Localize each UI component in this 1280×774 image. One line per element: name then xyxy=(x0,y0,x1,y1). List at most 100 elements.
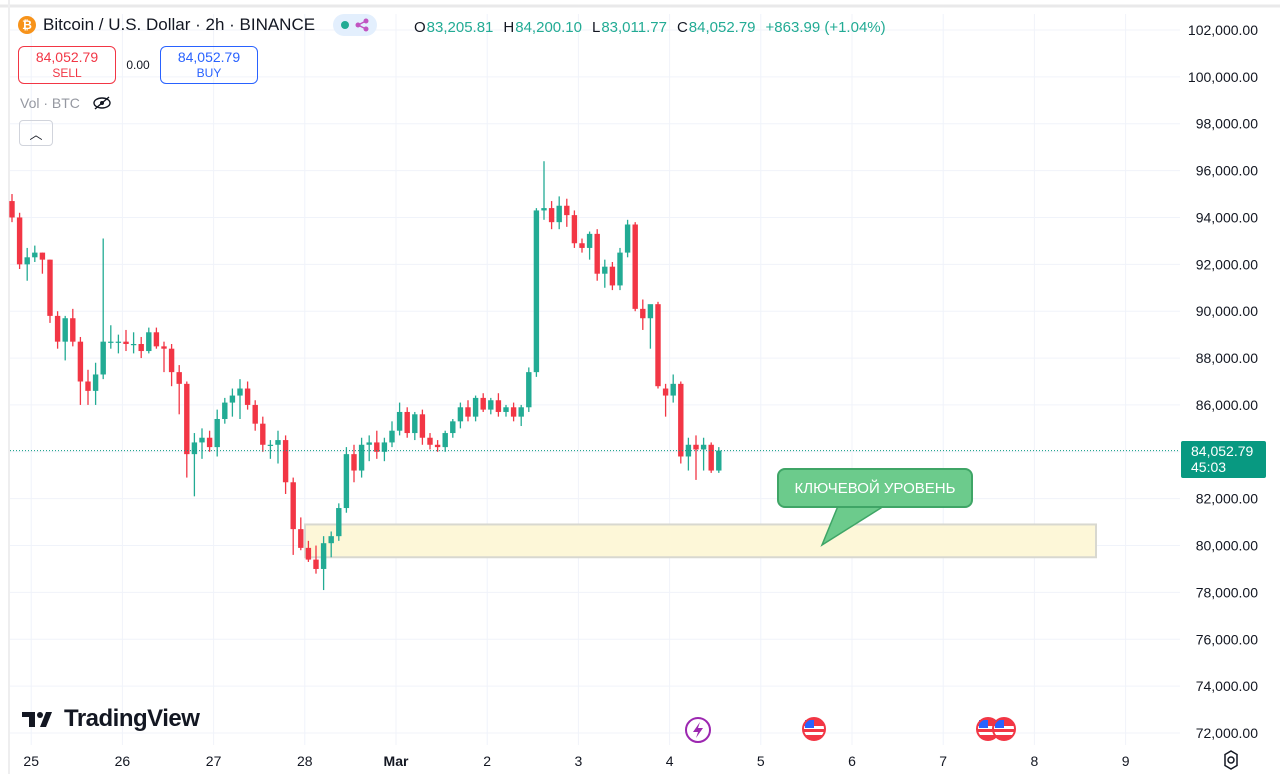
tradingview-logo[interactable]: TradingView xyxy=(22,705,200,733)
candle-body xyxy=(374,442,380,452)
last-price-value: 84,052.79 xyxy=(1191,443,1254,459)
candle-body xyxy=(313,559,319,569)
symbol-title[interactable]: Bitcoin / U.S. Dollar · 2h · BINANCE xyxy=(43,15,316,34)
candle-body xyxy=(32,252,38,258)
candle-body xyxy=(191,442,198,455)
candle-body xyxy=(290,482,296,530)
candle-body xyxy=(229,395,236,403)
price-axis[interactable]: 102,000.00 100,000.00 98,000.00 96,000.00 94… xyxy=(1188,22,1258,741)
buy-label: BUY xyxy=(196,66,222,80)
candle-body xyxy=(503,407,509,412)
sell-label: SELL xyxy=(52,66,82,80)
lightning-event-icon[interactable] xyxy=(685,717,711,743)
candle-body xyxy=(199,437,205,443)
candle-body xyxy=(495,400,502,412)
price-tick-label: 102,000.00 xyxy=(1188,22,1258,38)
candle-body xyxy=(24,257,30,265)
candle-body xyxy=(609,266,616,286)
candle-body xyxy=(602,266,608,274)
us-flag-event-icon[interactable] xyxy=(992,717,1016,741)
buy-button[interactable]: 84,052.79 BUY xyxy=(160,46,258,84)
us-flag-event-icon[interactable] xyxy=(802,717,826,741)
candle-body xyxy=(351,454,357,471)
callout-text: КЛЮЧЕВОЙ УРОВЕНЬ xyxy=(794,479,956,497)
sell-button[interactable]: 84,052.79 SELL xyxy=(18,46,116,84)
candle-body xyxy=(419,414,426,438)
candle-body xyxy=(343,454,350,509)
candle-body xyxy=(404,411,410,434)
price-tick-label: 82,000.00 xyxy=(1196,491,1258,507)
candle-body xyxy=(647,304,654,319)
candle-body xyxy=(153,332,160,347)
candle-body xyxy=(184,383,190,455)
ohlc-low: L83,011.77 xyxy=(591,19,667,36)
candle-body xyxy=(366,442,372,445)
time-tick-label: 3 xyxy=(575,753,583,769)
candle-body xyxy=(678,383,684,457)
price-tick-label: 80,000.00 xyxy=(1196,538,1258,554)
candle-body xyxy=(77,341,84,382)
candle-body xyxy=(275,440,281,445)
volume-legend[interactable]: Vol · BTC xyxy=(20,95,112,111)
time-tick-label: 5 xyxy=(757,753,765,769)
candle-body xyxy=(670,383,676,396)
visibility-toggle[interactable] xyxy=(333,14,378,36)
eye-crossed-icon[interactable] xyxy=(92,96,112,110)
candle-body xyxy=(480,397,486,410)
price-tick-label: 88,000.00 xyxy=(1196,350,1258,366)
volume-label: Vol · BTC xyxy=(20,95,80,111)
candle-body xyxy=(488,400,494,410)
time-axis[interactable]: 25 26 27 28 Mar 2 3 4 5 6 7 8 9 xyxy=(23,753,1129,769)
time-tick-label: 6 xyxy=(848,753,856,769)
key-level-zone xyxy=(304,523,1097,559)
price-tick-label: 90,000.00 xyxy=(1196,303,1258,319)
ohlc-high: H84,200.10 xyxy=(503,19,582,36)
candle-body xyxy=(510,407,517,417)
candle-body xyxy=(146,332,152,352)
candle-body xyxy=(123,341,129,345)
candle-body xyxy=(168,348,175,373)
candle-body xyxy=(214,418,220,448)
candle-body xyxy=(662,388,669,396)
candle-body xyxy=(708,444,714,471)
candle-body xyxy=(328,536,334,544)
settings-gear-icon[interactable] xyxy=(1221,750,1241,770)
price-tick-label: 74,000.00 xyxy=(1196,678,1258,694)
candle-body xyxy=(442,433,448,448)
candle-body xyxy=(54,315,61,342)
collapse-legend-button[interactable]: ︿ xyxy=(19,120,53,146)
candle-body xyxy=(320,543,327,569)
symbol-header[interactable]: ₿ Bitcoin / U.S. Dollar · 2h · BINANCE xyxy=(18,14,378,36)
candle-body xyxy=(427,437,433,445)
ohlc-change: +863.99 (+1.04%) xyxy=(765,19,886,36)
candle-body xyxy=(556,205,562,223)
time-tick-label: 4 xyxy=(666,753,674,769)
candle-body xyxy=(617,252,623,286)
candle-body xyxy=(564,205,570,216)
last-price-tag: 84,052.79 45:03 xyxy=(1181,441,1266,478)
candle-body xyxy=(533,210,540,373)
key-level-callout[interactable]: КЛЮЧЕВОЙ УРОВЕНЬ xyxy=(777,468,973,508)
candle-body xyxy=(716,450,722,471)
candle-body xyxy=(222,402,228,419)
candle-body xyxy=(16,217,23,265)
market-open-icon xyxy=(341,21,350,29)
candle-body xyxy=(594,233,600,274)
spread-value: 0.00 xyxy=(126,58,150,72)
key-level-zone-rect xyxy=(304,523,1097,559)
candle-body xyxy=(70,318,76,342)
candle-body xyxy=(526,372,532,408)
candle-body xyxy=(632,224,638,309)
tradingview-logo-icon xyxy=(22,712,52,727)
candle-body xyxy=(396,411,403,431)
candle-body xyxy=(389,430,395,443)
candle-body xyxy=(244,388,251,405)
candle-body xyxy=(176,372,182,384)
time-tick-label: 9 xyxy=(1122,753,1130,769)
sell-price: 84,052.79 xyxy=(35,49,99,65)
candle-body xyxy=(282,440,289,483)
candle-body xyxy=(693,444,699,450)
candle-body xyxy=(130,344,137,346)
candle-body xyxy=(586,233,593,248)
